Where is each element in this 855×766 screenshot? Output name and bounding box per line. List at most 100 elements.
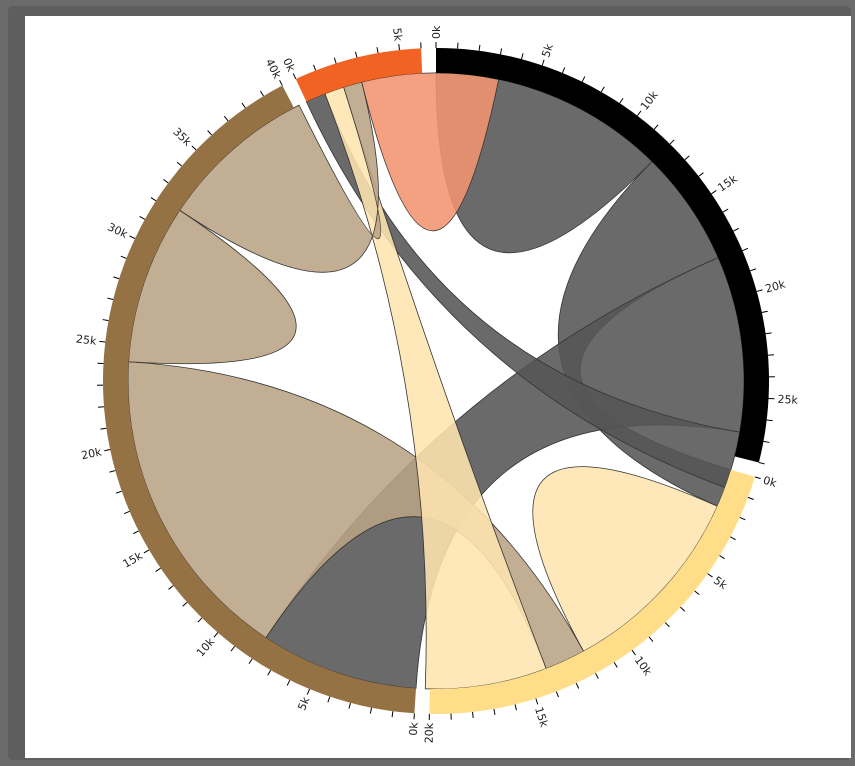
tick-label: 10k bbox=[638, 88, 661, 113]
tick-mark bbox=[541, 59, 545, 66]
tick-2-13000 bbox=[168, 585, 174, 590]
tick-label: 0k bbox=[280, 56, 298, 74]
tick-mark bbox=[182, 601, 188, 607]
tick-mark bbox=[694, 590, 700, 596]
tick-mark bbox=[707, 573, 713, 578]
tick-mark bbox=[742, 247, 749, 252]
tick-1-15000: 15k bbox=[532, 698, 551, 729]
tick-label: 25k bbox=[777, 393, 799, 407]
tick-0-9000 bbox=[619, 97, 624, 104]
group-arc-3[interactable] bbox=[295, 48, 423, 102]
tick-mark bbox=[575, 682, 580, 689]
chord-ribbon-2-2[interactable] bbox=[128, 209, 297, 365]
tick-mark bbox=[155, 567, 161, 572]
tick-mark bbox=[292, 73, 297, 80]
tick-2-8000 bbox=[248, 658, 253, 665]
tick-0-5000: 5k bbox=[539, 42, 556, 66]
tick-2-2000 bbox=[369, 707, 373, 714]
group-arc-2[interactable] bbox=[102, 85, 417, 714]
tick-label: 5k bbox=[711, 574, 730, 593]
tick-mark bbox=[636, 110, 642, 117]
tick-mark bbox=[279, 80, 283, 86]
tick-3-1000 bbox=[313, 64, 317, 71]
tick-1-9000 bbox=[648, 636, 654, 642]
tick-mark bbox=[631, 649, 636, 656]
tick-mark bbox=[733, 227, 739, 232]
ribbons-layer bbox=[127, 72, 745, 690]
tick-mark bbox=[595, 673, 599, 679]
tick-label: 15k bbox=[715, 172, 740, 195]
tick-2-3000 bbox=[348, 702, 351, 709]
tick-mark bbox=[207, 130, 213, 136]
tick-0-0: 0k bbox=[430, 25, 443, 48]
chord-ribbon-0-3[interactable] bbox=[305, 93, 741, 488]
tick-2-19000 bbox=[109, 470, 116, 473]
tick-mark bbox=[163, 179, 169, 184]
tick-0-22000 bbox=[765, 332, 772, 335]
tick-1-14000 bbox=[555, 691, 559, 698]
tick-mark bbox=[333, 57, 337, 64]
tick-mark bbox=[730, 536, 736, 541]
tick-1-17000 bbox=[493, 708, 496, 715]
tick-mark bbox=[472, 711, 474, 719]
tick-0-20000: 20k bbox=[756, 277, 787, 296]
tick-mark bbox=[197, 617, 203, 623]
tick-2-5000: 5k bbox=[295, 688, 313, 712]
tick-mark bbox=[761, 310, 768, 313]
tick-2-11000 bbox=[197, 617, 203, 623]
tick-2-27000 bbox=[107, 297, 114, 301]
tick-2-26000 bbox=[102, 319, 109, 322]
tick-3-3000 bbox=[355, 51, 358, 58]
tick-mark bbox=[241, 102, 246, 109]
tick-mark bbox=[176, 161, 182, 167]
tick-mark bbox=[698, 172, 704, 177]
tick-2-20000: 20k bbox=[80, 445, 111, 462]
tick-mark bbox=[493, 708, 496, 715]
tick-mark bbox=[555, 691, 559, 698]
tick-mark bbox=[478, 44, 481, 51]
tick-label: 20k bbox=[423, 722, 436, 743]
tick-mark bbox=[259, 90, 264, 97]
tick-0-21000 bbox=[761, 310, 768, 313]
chord-ribbon-1-3[interactable] bbox=[324, 86, 547, 690]
tick-mark bbox=[684, 155, 690, 161]
tick-mark bbox=[514, 704, 517, 711]
tick-2-12000 bbox=[182, 601, 188, 607]
tick-2-31000 bbox=[139, 215, 146, 220]
tick-mark bbox=[143, 549, 150, 554]
tick-mark bbox=[653, 124, 659, 130]
group-arcs-layer bbox=[102, 48, 769, 714]
tick-mark bbox=[223, 115, 229, 122]
tick-mark bbox=[739, 516, 746, 521]
tick-2-29000 bbox=[120, 255, 127, 259]
tick-1-11000 bbox=[613, 662, 618, 668]
chord-ribbon-2-3[interactable] bbox=[179, 81, 382, 273]
tick-1-20000: 20k bbox=[423, 713, 436, 743]
tick-mark bbox=[286, 679, 291, 686]
tick-1-4000 bbox=[719, 555, 725, 560]
tick-mark bbox=[758, 461, 765, 465]
tick-2-17000 bbox=[123, 510, 130, 515]
tick-mark bbox=[376, 47, 379, 54]
tick-label: 35k bbox=[170, 125, 194, 149]
tick-label: 15k bbox=[532, 705, 551, 729]
tick-1-7000 bbox=[680, 606, 686, 612]
tick-2-0: 0k bbox=[407, 713, 421, 736]
tick-mark bbox=[104, 449, 111, 452]
tick-label: 0k bbox=[762, 474, 779, 490]
group-arc-1[interactable] bbox=[429, 469, 755, 714]
tick-0-8000 bbox=[600, 86, 605, 93]
tick-label: 10k bbox=[194, 635, 218, 659]
tick-mark bbox=[766, 419, 773, 422]
tick-mark bbox=[355, 51, 358, 58]
tick-mark bbox=[230, 645, 236, 652]
tick-0-25000: 25k bbox=[768, 393, 799, 407]
tick-label: 5k bbox=[539, 42, 556, 59]
chord-ribbon-0-2[interactable] bbox=[265, 257, 745, 689]
tick-2-15000: 15k bbox=[121, 549, 150, 571]
tick-2-21000 bbox=[100, 427, 107, 430]
tick-2-32000 bbox=[150, 197, 157, 202]
tick-2-9000 bbox=[230, 645, 236, 652]
tick-0-15000: 15k bbox=[711, 172, 740, 195]
tick-mark bbox=[168, 585, 174, 590]
